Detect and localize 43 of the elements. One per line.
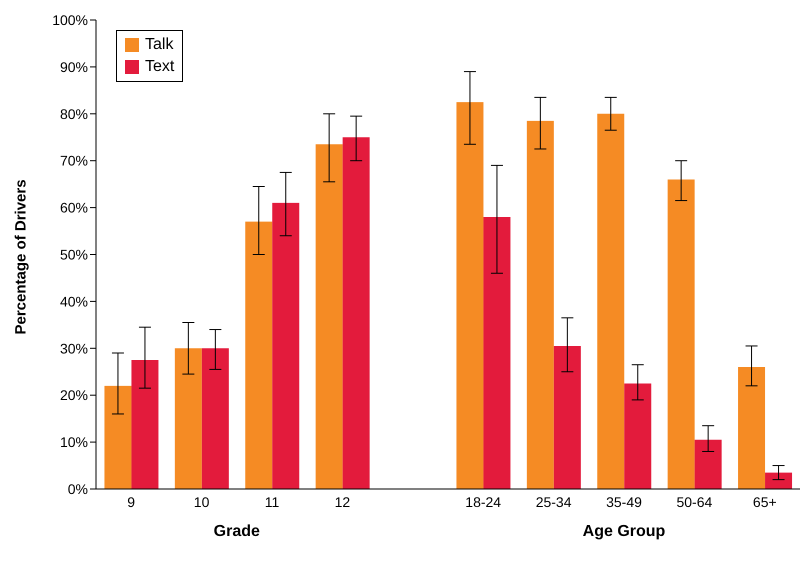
x-tick-label: 35-49 xyxy=(606,494,642,510)
bar xyxy=(342,137,370,489)
bar xyxy=(316,144,343,489)
bar xyxy=(694,440,722,489)
y-tick-label: 30% xyxy=(60,340,88,356)
bar xyxy=(554,346,581,489)
y-tick-label: 0% xyxy=(68,480,88,497)
x-tick-label: 9 xyxy=(127,494,136,510)
bar xyxy=(272,202,300,489)
bar xyxy=(202,348,229,489)
x-tick-label: 65+ xyxy=(752,494,777,510)
bar xyxy=(668,179,695,489)
bar xyxy=(624,383,652,489)
x-axis-title: Grade xyxy=(212,523,261,541)
x-tick-label: 50-64 xyxy=(676,494,713,510)
y-tick-label: 100% xyxy=(52,12,88,28)
y-tick-label: 20% xyxy=(60,387,88,404)
legend-label: Talk xyxy=(145,35,174,55)
y-tick-label: 70% xyxy=(60,152,88,169)
y-tick-label: 10% xyxy=(60,434,88,450)
bar xyxy=(174,348,202,489)
text: Age Group xyxy=(582,523,666,541)
y-tick-label: 90% xyxy=(60,58,88,75)
bar xyxy=(104,386,132,489)
bar xyxy=(131,360,158,489)
bar xyxy=(245,222,272,489)
x-tick-label: 25-34 xyxy=(536,494,572,510)
bar xyxy=(456,102,484,489)
x-tick-label: 11 xyxy=(264,494,280,510)
bar xyxy=(597,114,624,489)
bar xyxy=(483,216,510,489)
y-axis-title: Percentage of Drivers xyxy=(12,179,30,334)
y-tick-label: 50% xyxy=(60,246,88,262)
bar xyxy=(738,367,766,489)
legend-label: Text xyxy=(145,57,174,77)
x-tick-label: 18-24 xyxy=(465,494,502,510)
x-tick-label: 12 xyxy=(334,494,350,510)
x-tick-label: 10 xyxy=(194,494,210,510)
bar xyxy=(526,120,554,489)
bar xyxy=(765,472,792,489)
y-tick-label: 80% xyxy=(60,106,88,122)
y-tick-label: 60% xyxy=(60,200,88,216)
y-tick-label: 40% xyxy=(60,293,88,310)
